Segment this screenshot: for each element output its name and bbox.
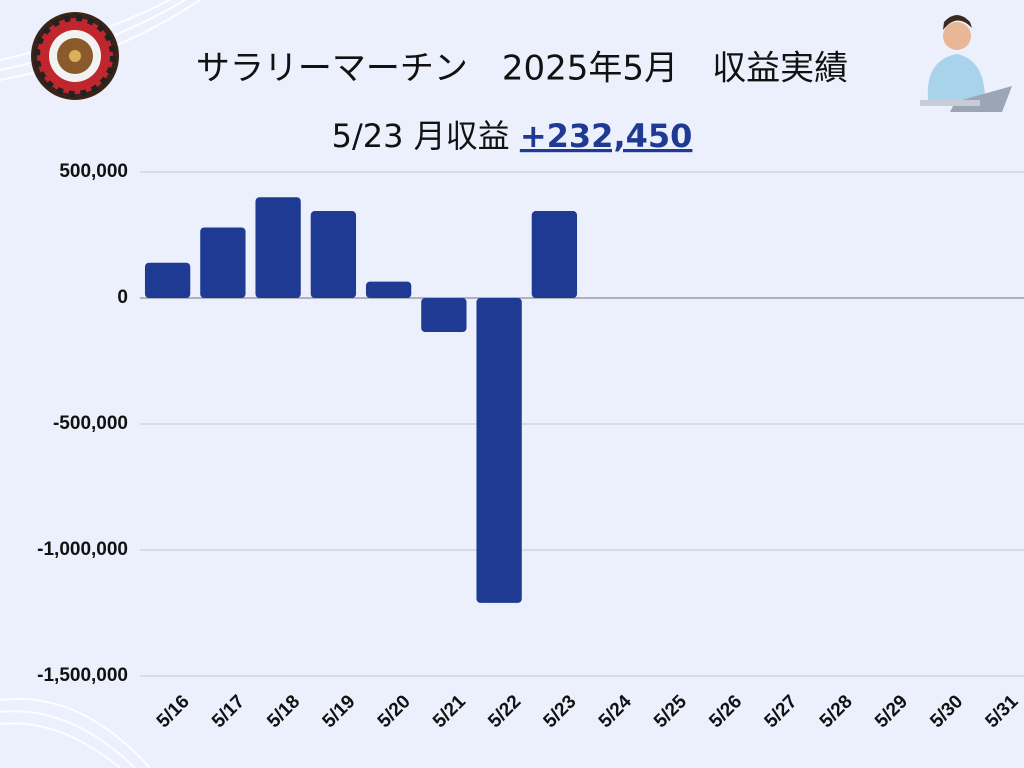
bar <box>144 262 191 298</box>
y-tick-label: 500,000 <box>59 161 128 182</box>
subtitle-line: 5/23 月収益 +232,450 <box>332 117 693 155</box>
y-tick-label: -1,000,000 <box>37 539 128 560</box>
bar <box>310 211 357 298</box>
roulette-icon <box>31 12 119 100</box>
chart-title: サラリーマーチン 2025年5月 収益実績 <box>196 49 848 89</box>
y-tick-label: -500,000 <box>53 413 128 434</box>
bar <box>421 298 467 333</box>
bar <box>365 281 412 298</box>
y-tick-label: -1,500,000 <box>37 665 128 686</box>
bar <box>531 211 578 298</box>
bar <box>200 227 246 298</box>
y-tick-label: 0 <box>117 287 128 308</box>
total-label: +232,450 <box>520 117 693 155</box>
bar <box>476 298 522 603</box>
person-icon <box>920 15 1012 112</box>
bar <box>255 197 301 298</box>
subtitle: 5/23 月収益 <box>332 117 510 155</box>
